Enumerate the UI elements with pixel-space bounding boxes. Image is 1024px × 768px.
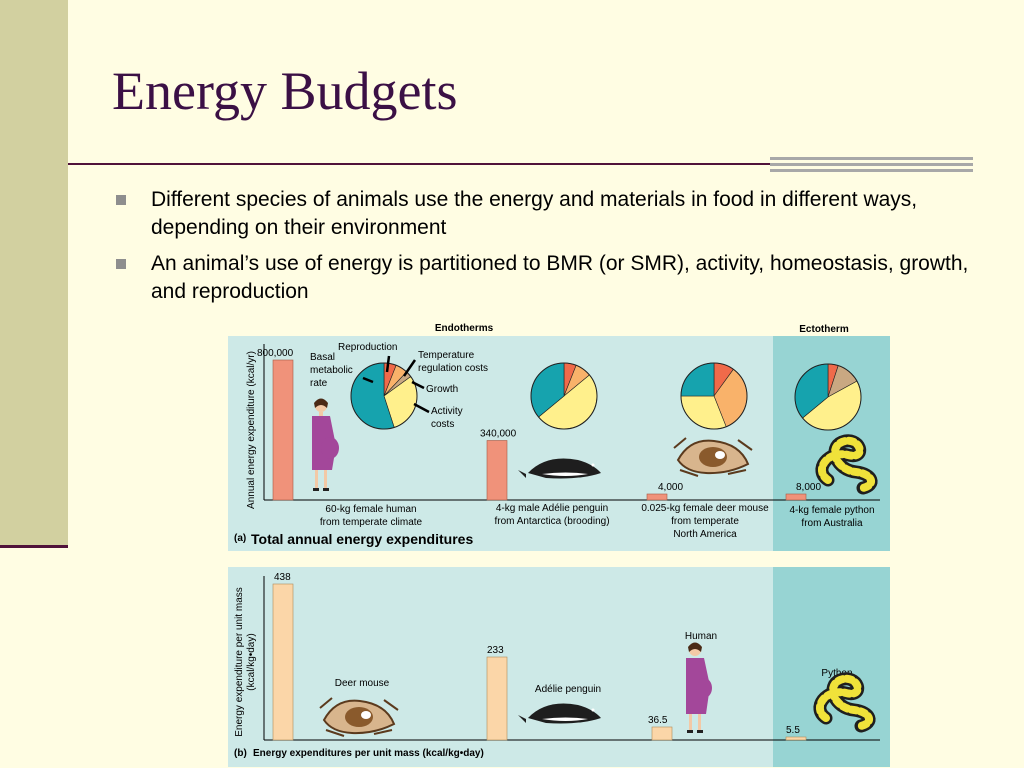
bar <box>646 493 668 501</box>
human-woman-icon <box>312 398 339 491</box>
pie-label-temperature-regulation: Temperature regulation costs <box>418 350 488 374</box>
ectotherm-panel <box>773 567 890 767</box>
pie-label-reproduction: Reproduction <box>338 342 397 353</box>
group-label-endotherms: Endotherms <box>435 323 494 334</box>
left-decorative-band <box>0 0 68 545</box>
pie-outline <box>350 362 418 430</box>
bar <box>486 656 508 741</box>
bullet-item: An animal’s use of energy is partitioned… <box>112 250 972 306</box>
bullet-item: Different species of animals use the ene… <box>112 186 972 242</box>
pointer-line <box>413 402 430 414</box>
title-decoration-lines <box>770 157 973 179</box>
human-woman-icon <box>686 642 712 733</box>
value-label: 5.5 <box>786 725 800 736</box>
y-axis-label: Energy expenditure per unit mass(kcal/kg… <box>234 587 257 737</box>
bar <box>785 736 807 741</box>
python-icon <box>815 434 878 495</box>
category-label: 4-kg female python from Australia <box>789 505 874 529</box>
group-label-ectotherm: Ectotherm <box>799 324 849 335</box>
panel-b: Energy expenditure per unit mass(kcal/kg… <box>228 567 890 767</box>
bar <box>785 493 807 501</box>
pie-label-basal-metabolic-rate: Basal metabolic rate <box>310 352 353 389</box>
title-underline <box>68 163 973 165</box>
value-label: 233 <box>487 645 504 656</box>
y-axis-label: Annual energy expenditure (kcal/yr) <box>246 351 257 509</box>
category-label: Human <box>685 631 717 642</box>
value-label: 800,000 <box>257 348 294 359</box>
category-label: 60-kg female human from temperate climate <box>320 504 423 528</box>
bullet-text: Different species of animals use the ene… <box>151 188 918 239</box>
pie-outline <box>680 362 748 430</box>
python-icon <box>813 672 876 733</box>
pie-outline <box>794 363 862 431</box>
panel-a: Endotherms Ectotherm Annual energy expen… <box>228 323 890 551</box>
category-label: Adélie penguin <box>535 684 601 695</box>
pie-label-growth: Growth <box>426 384 458 395</box>
value-label: 36.5 <box>648 715 668 726</box>
bar <box>486 440 508 501</box>
panel-b-title: Energy expenditures per unit mass (kcal/… <box>253 748 484 759</box>
square-bullet-icon <box>116 195 126 205</box>
slide-title: Energy Budgets <box>112 61 458 121</box>
panel-b-letter: (b) <box>234 748 247 759</box>
bar <box>651 726 673 741</box>
value-label: 4,000 <box>658 482 683 493</box>
pointer-line <box>402 359 417 377</box>
pointer-line <box>385 355 391 373</box>
bullet-text: An animal’s use of energy is partitioned… <box>151 252 969 303</box>
value-label: 340,000 <box>480 429 517 440</box>
category-label: 4-kg male Adélie penguin from Antarctica … <box>494 503 609 527</box>
square-bullet-icon <box>116 259 126 269</box>
energy-budget-figure: Endotherms Ectotherm Annual energy expen… <box>228 323 890 767</box>
category-label: Deer mouse <box>335 678 390 689</box>
left-accent-line <box>0 545 68 548</box>
pie-outline <box>530 362 598 430</box>
penguin-icon <box>518 458 601 479</box>
value-label: 8,000 <box>796 482 821 493</box>
pointer-line <box>362 376 374 384</box>
bar <box>272 359 294 501</box>
panel-a-letter: (a) <box>234 533 246 544</box>
pointer-line <box>411 380 425 390</box>
category-label: 0.025-kg female deer mouse from temperate… <box>641 503 769 540</box>
deer-mouse-icon <box>673 437 753 477</box>
deer-mouse-icon <box>319 697 399 737</box>
penguin-icon <box>518 703 601 724</box>
pie-label-activity: Activity costs <box>431 406 463 430</box>
bar <box>272 583 294 741</box>
category-label: Python <box>821 668 852 679</box>
bullet-list: Different species of animals use the ene… <box>112 186 972 314</box>
value-label: 438 <box>274 572 291 583</box>
panel-a-title: Total annual energy expenditures <box>251 531 473 547</box>
